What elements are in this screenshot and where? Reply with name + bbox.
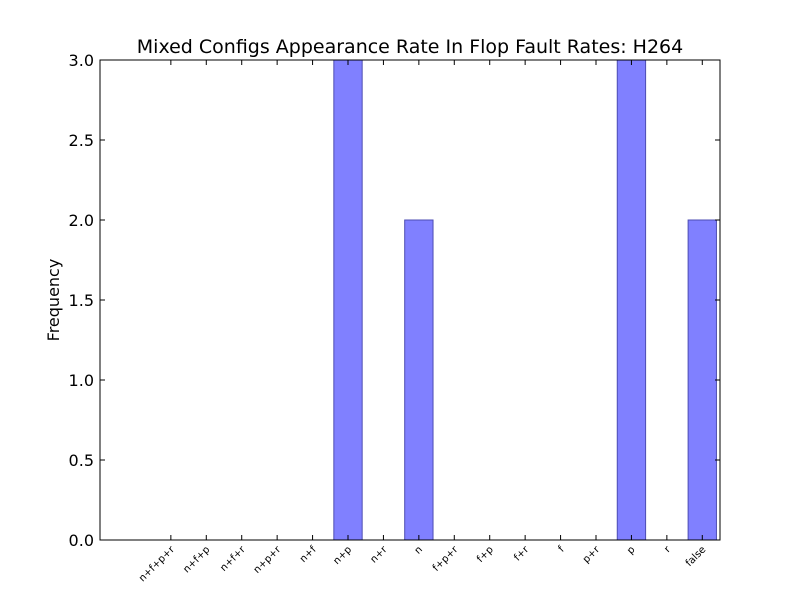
x-tick-label: n+p [331, 544, 354, 567]
x-tick-label: n+f+r [218, 544, 248, 574]
plot-frame [99, 59, 721, 541]
x-tick-label: false [684, 544, 709, 569]
x-tick-label: n+f+p [181, 544, 212, 575]
y-tick-label: 0.5 [69, 451, 94, 470]
x-tick-label: r [662, 544, 673, 555]
x-tick-label: n+f [298, 544, 319, 565]
bar-n [404, 219, 434, 541]
y-tick-label: 3.0 [69, 51, 94, 70]
x-tick-label: f+p [475, 544, 496, 565]
x-tick-label: n [413, 544, 425, 556]
x-tick-label: f [556, 544, 567, 555]
y-tick-label: 1.0 [69, 371, 94, 390]
y-tick-label: 1.5 [69, 291, 94, 310]
x-tick-label: n+f+p+r [137, 544, 178, 585]
x-tick-label: p [625, 544, 637, 556]
y-tick-label: 2.5 [69, 131, 94, 150]
bar-false [687, 219, 717, 541]
x-tick-label: f+p+r [431, 544, 461, 574]
bar-p [616, 59, 647, 541]
x-tick-label: n+p+r [252, 544, 284, 576]
y-axis-label: Frequency [44, 259, 63, 342]
x-tick-label: n+r [368, 544, 390, 566]
bar-n+p [333, 59, 363, 541]
x-tick-label: p+r [581, 544, 603, 566]
y-tick-label: 0.0 [69, 531, 94, 550]
x-tick-label: f+r [512, 544, 532, 564]
y-tick-label: 2.0 [69, 211, 94, 230]
chart-title: Mixed Configs Appearance Rate In Flop Fa… [137, 36, 683, 58]
bars-layer [333, 59, 717, 541]
